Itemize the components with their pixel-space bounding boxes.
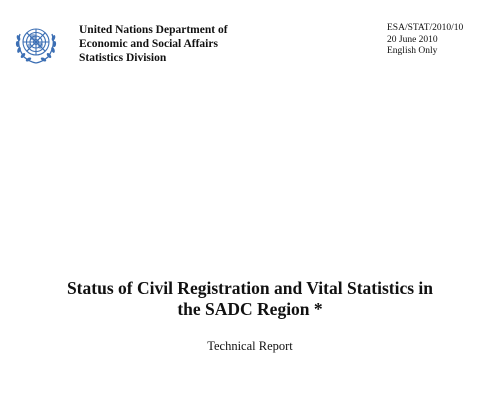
document-subtitle: Technical Report	[207, 339, 293, 353]
document-title: Status of Civil Registration and Vital S…	[0, 278, 500, 320]
organization-name: United Nations Department of Economic an…	[79, 23, 228, 65]
language-note: English Only	[387, 46, 438, 56]
organization-line: Statistics Division	[79, 52, 167, 64]
organization-line: Economic and Social Affairs	[79, 38, 218, 50]
document-date: 20 June 2010	[387, 34, 438, 45]
organization-line: United Nations Department of	[79, 24, 228, 36]
un-emblem-icon	[12, 22, 60, 66]
document-symbol: ESA/STAT/2010/10	[387, 23, 464, 33]
document-metadata: ESA/STAT/2010/10 20 June 2010 English On…	[387, 23, 463, 58]
title-line: the SADC Region *	[177, 299, 323, 319]
title-line: Status of Civil Registration and Vital S…	[66, 278, 434, 298]
